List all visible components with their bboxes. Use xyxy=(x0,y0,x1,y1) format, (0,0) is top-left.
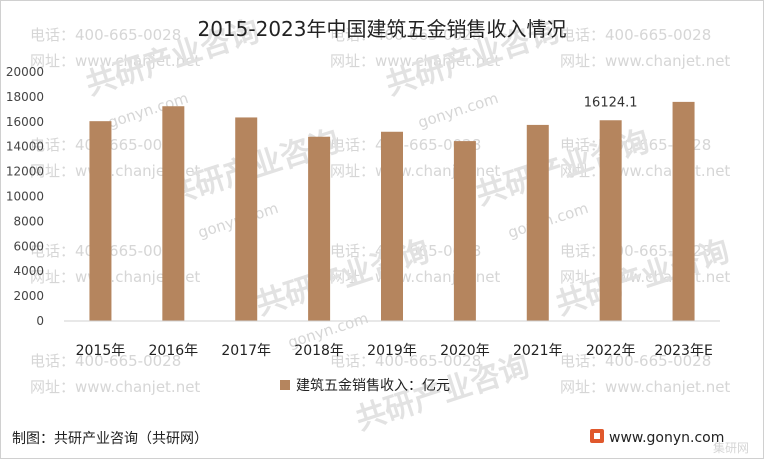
watermark-phone: 电话：400-665-0028 xyxy=(330,136,481,154)
legend: 建筑五金销售收入：亿元 xyxy=(280,378,450,394)
bar xyxy=(308,136,331,321)
y-tick-label: 14000 xyxy=(6,140,44,154)
gonyn-logo-icon xyxy=(590,429,604,443)
bar xyxy=(89,121,112,322)
watermark-site: 网址：www.chanjet.net xyxy=(560,52,730,70)
watermark-phone: 电话：400-665-0028 xyxy=(330,242,481,260)
bar xyxy=(599,120,622,322)
legend-swatch xyxy=(280,380,290,390)
watermark-url: gonyn.com xyxy=(416,89,501,132)
corner-logo-text: 集研网 xyxy=(713,440,749,455)
bar xyxy=(381,131,403,321)
y-tick-label: 10000 xyxy=(6,190,44,204)
x-tick-label: 2020年 xyxy=(440,343,490,359)
data-labels: 16124.1 xyxy=(584,95,638,110)
bar xyxy=(162,106,185,321)
watermark-site: 网址：www.chanjet.net xyxy=(560,378,730,396)
watermark-phone: 电话：400-665-0028 xyxy=(330,26,481,44)
x-tick-label: 2018年 xyxy=(294,343,344,359)
y-tick-label: 8000 xyxy=(13,214,44,228)
watermark-site: 网址：www.chanjet.net xyxy=(30,52,200,70)
y-tick-label: 18000 xyxy=(6,90,44,104)
x-tick-label: 2023年E xyxy=(654,343,712,359)
chart-title: 2015-2023年中国建筑五金销售收入情况 xyxy=(197,17,566,41)
watermark-phone: 电话：400-665-0028 xyxy=(560,352,711,370)
y-tick-label: 6000 xyxy=(13,239,44,253)
x-tick-label: 2019年 xyxy=(367,343,417,359)
x-tick-label: 2016年 xyxy=(149,343,199,359)
x-tick-label: 2017年 xyxy=(221,343,271,359)
watermark-phone: 电话：400-665-0028 xyxy=(330,352,481,370)
watermark-site: 网址：www.chanjet.net xyxy=(30,162,200,180)
y-tick-label: 2000 xyxy=(13,289,44,303)
y-tick-label: 20000 xyxy=(6,65,44,79)
bar xyxy=(672,101,695,321)
y-tick-label: 16000 xyxy=(6,115,44,129)
footer: 制图：共研产业咨询（共研网） www.gonyn.com 集研网 xyxy=(12,429,749,455)
y-tick-label: 4000 xyxy=(13,264,44,278)
bar xyxy=(453,141,476,321)
watermark-phone: 电话：400-665-0028 xyxy=(30,352,181,370)
x-axis-ticks: 2015年 2016年 2017年 2018年 2019年 2020年 2021年 2022年… xyxy=(76,343,713,359)
watermark-phone: 电话：400-665-0028 xyxy=(560,26,711,44)
bar xyxy=(235,117,258,321)
legend-label: 建筑五金销售收入：亿元 xyxy=(296,378,450,394)
website-url: www.gonyn.com xyxy=(609,430,724,446)
y-tick-label: 12000 xyxy=(6,165,44,179)
x-tick-label: 2022年 xyxy=(586,343,636,359)
y-tick-label: 0 xyxy=(36,314,44,328)
watermark-phone: 电话：400-665-0028 xyxy=(30,26,181,44)
source-note: 制图：共研产业咨询（共研网） xyxy=(12,431,208,447)
data-label: 16124.1 xyxy=(584,95,638,110)
watermark-site: 网址：www.chanjet.net xyxy=(30,378,200,396)
watermark-site: 网址：www.chanjet.net xyxy=(330,52,500,70)
watermark-site: 网址：www.chanjet.net xyxy=(30,268,200,286)
x-tick-label: 2021年 xyxy=(513,343,563,359)
bar xyxy=(526,124,549,321)
x-tick-label: 2015年 xyxy=(76,343,126,359)
y-axis-ticks: 0 2000 4000 6000 8000 10000 12000 14000 16000 180… xyxy=(6,65,44,328)
bar-series xyxy=(89,101,695,322)
